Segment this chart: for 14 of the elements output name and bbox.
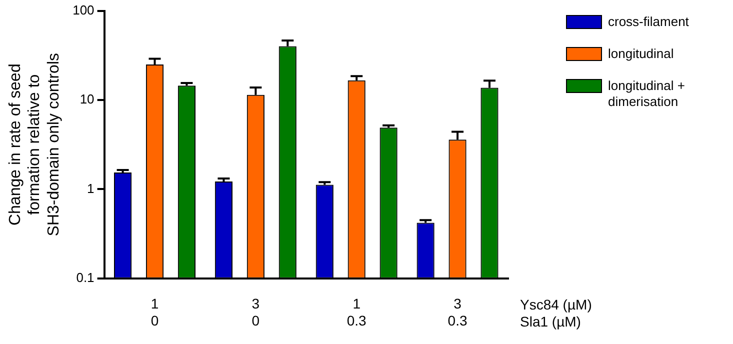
legend-label: longitudinal	[608, 46, 674, 62]
y-tick-label: 10	[80, 92, 94, 107]
y-tick-label: 1	[87, 180, 94, 196]
text: Ysc84 (µM)	[520, 296, 592, 312]
x-tick-label: 1 0	[150, 296, 159, 328]
y-tick-label: 100	[72, 2, 94, 18]
x-tick-label: 3 0.3	[448, 296, 468, 328]
x-tick-label: 3 0	[252, 296, 260, 328]
text: Sla1 (µM)	[520, 313, 581, 330]
legend-label: longitudinal + dimerisation	[608, 78, 686, 110]
y-tick-label: 0.1	[76, 270, 94, 285]
legend-label: cross-filament	[608, 14, 689, 30]
x-tick-label: 1 0.3	[346, 296, 367, 328]
y-axis-title: Change in rate of seed formation relative to SH3-domain only controls	[7, 53, 62, 236]
